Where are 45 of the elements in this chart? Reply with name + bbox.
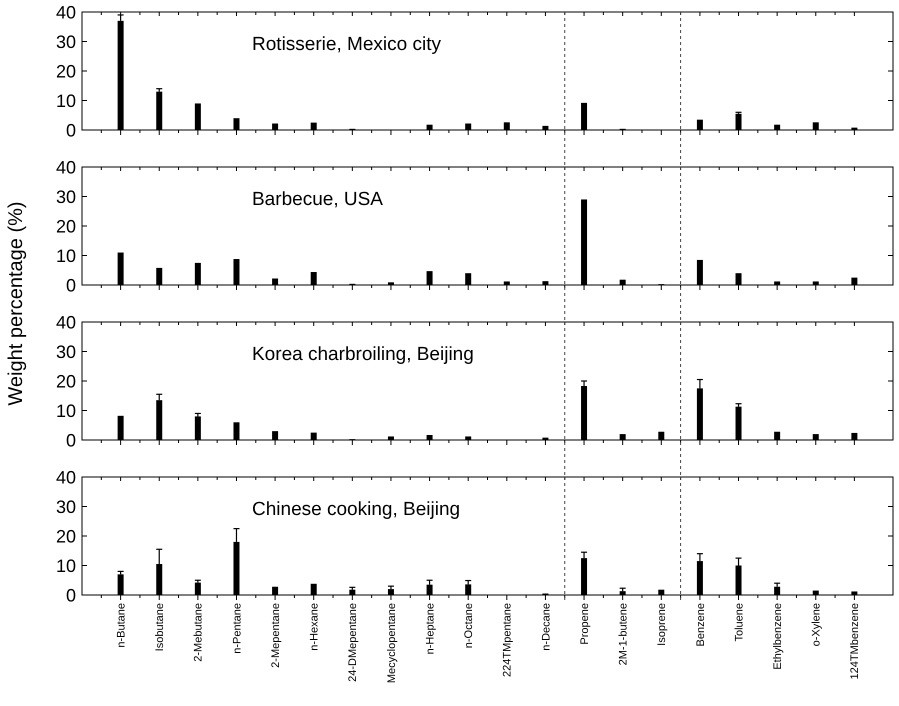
x-tick-label: 2-Mepentane xyxy=(270,603,282,668)
x-tick-label: o-Xylene xyxy=(810,603,823,646)
x-tick-label: n-Decane xyxy=(540,603,552,651)
y-tick-label: 20 xyxy=(56,526,76,546)
y-tick-label: 40 xyxy=(56,312,76,332)
y-tick-label: 30 xyxy=(56,342,76,362)
x-tick-label: Mecyclopentane xyxy=(386,603,398,684)
annotation: Barbecue, USA xyxy=(252,189,384,210)
y-tick-label: 40 xyxy=(56,157,76,178)
y-tick-label: 10 xyxy=(56,90,76,111)
y-tick-label: 0 xyxy=(66,430,76,450)
x-tick-label: n-Pentane xyxy=(231,603,244,654)
x-tick-label: Isoprene xyxy=(656,603,668,646)
x-tick-label: 224TMpentane xyxy=(502,603,514,677)
x-tick-label: Toluene xyxy=(733,603,746,642)
x-tick-label: n-Heptane xyxy=(424,603,436,654)
y-tick-label: 20 xyxy=(56,371,76,392)
y-tick-label: 0 xyxy=(66,585,76,606)
x-tick-label: n-Hexane xyxy=(308,603,321,651)
x-tick-label: Isobutane xyxy=(154,603,166,652)
y-tick-label: 30 xyxy=(56,186,76,207)
y-tick-label: 30 xyxy=(56,496,76,517)
y-tick-label: 10 xyxy=(56,246,76,266)
x-tick-label: 24-DMepentane xyxy=(347,603,360,682)
x-tick-label: Benzene xyxy=(694,603,707,646)
x-tick-label: 2-Mebutane xyxy=(192,603,205,662)
y-tick-label: 10 xyxy=(56,556,76,576)
annotation: Korea charbroiling, Beijing xyxy=(252,344,474,365)
x-tick-label: n-Butane xyxy=(115,603,128,648)
y-tick-label: 0 xyxy=(66,275,76,296)
y-tick-label: 40 xyxy=(56,2,76,22)
x-tick-label: 124TMbenzene xyxy=(849,603,862,680)
x-tick-label: Propene xyxy=(578,603,591,645)
x-tick-label: Ethylbenzene xyxy=(772,603,784,670)
y-tick-label: 20 xyxy=(56,216,76,236)
x-tick-label: n-Octane xyxy=(463,603,476,648)
y-tick-label: 0 xyxy=(66,120,76,140)
y-tick-label: 20 xyxy=(56,61,76,82)
annotation: Chinese cooking, Beijing xyxy=(252,499,460,520)
x-tick-label: 2M-1-butene xyxy=(618,603,630,666)
y-tick-label: 40 xyxy=(56,467,76,488)
annotation: Rotisserie, Mexico city xyxy=(252,34,442,55)
y-tick-label: 30 xyxy=(56,32,76,52)
y-tick-label: 10 xyxy=(56,400,76,421)
y-axis-title: Weight percentage (%) xyxy=(5,201,27,406)
